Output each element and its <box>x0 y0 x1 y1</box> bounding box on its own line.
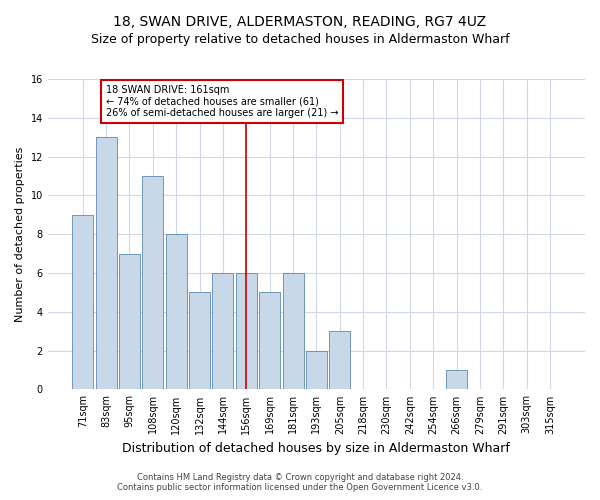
Bar <box>72 215 93 390</box>
Bar <box>259 292 280 390</box>
Bar <box>119 254 140 390</box>
X-axis label: Distribution of detached houses by size in Aldermaston Wharf: Distribution of detached houses by size … <box>122 442 511 455</box>
Bar <box>212 273 233 390</box>
Bar <box>306 350 327 390</box>
Bar <box>95 137 116 390</box>
Text: Contains HM Land Registry data © Crown copyright and database right 2024.: Contains HM Land Registry data © Crown c… <box>137 474 463 482</box>
Bar <box>142 176 163 390</box>
Bar <box>166 234 187 390</box>
Bar <box>189 292 210 390</box>
Bar <box>329 331 350 390</box>
Text: Contains public sector information licensed under the Open Government Licence v3: Contains public sector information licen… <box>118 484 482 492</box>
Text: Size of property relative to detached houses in Aldermaston Wharf: Size of property relative to detached ho… <box>91 32 509 46</box>
Bar <box>236 273 257 390</box>
Text: 18 SWAN DRIVE: 161sqm
← 74% of detached houses are smaller (61)
26% of semi-deta: 18 SWAN DRIVE: 161sqm ← 74% of detached … <box>106 85 338 118</box>
Bar <box>446 370 467 390</box>
Y-axis label: Number of detached properties: Number of detached properties <box>15 146 25 322</box>
Bar <box>283 273 304 390</box>
Text: 18, SWAN DRIVE, ALDERMASTON, READING, RG7 4UZ: 18, SWAN DRIVE, ALDERMASTON, READING, RG… <box>113 15 487 29</box>
